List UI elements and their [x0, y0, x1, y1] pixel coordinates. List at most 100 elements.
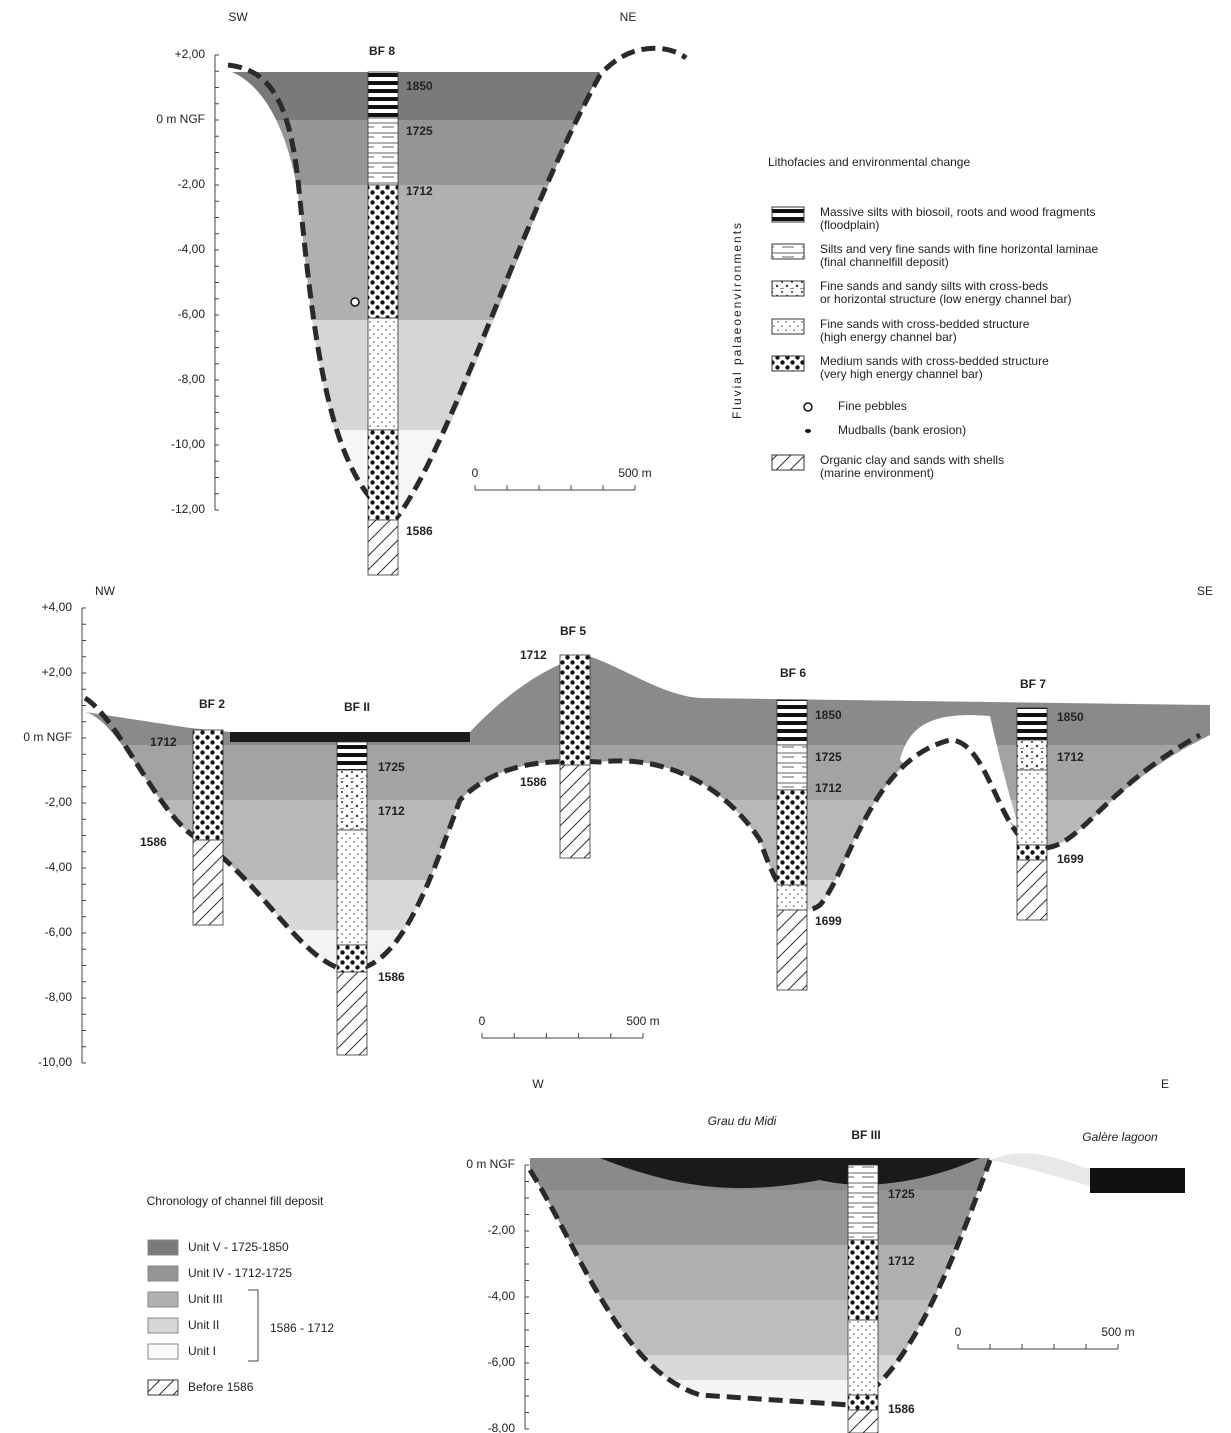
legend-text: Mudballs (bank erosion): [838, 423, 966, 437]
date-label: 1725: [378, 760, 405, 774]
lagoon-deposit: [1090, 1168, 1185, 1193]
borehole-name: BF 7: [1020, 677, 1046, 691]
date-label: 1699: [1057, 852, 1084, 866]
orientation-label: NE: [620, 10, 637, 24]
borehole-segment: [559, 654, 591, 766]
date-label: 1850: [406, 79, 433, 93]
borehole-segment: [847, 1164, 879, 1241]
legend-swatch: [147, 1265, 179, 1282]
date-label: 1586: [378, 970, 405, 984]
borehole-segment: [192, 729, 224, 841]
borehole-segment: [847, 1319, 879, 1396]
deposit-unit: [530, 1355, 990, 1380]
date-label: 1586: [406, 524, 433, 538]
borehole-name: BF III: [851, 1128, 880, 1142]
axis-label: 0 m NGF: [156, 112, 205, 126]
deposit-unit: [232, 185, 600, 320]
legend-swatch: [771, 206, 805, 223]
borehole-segment: [1016, 769, 1048, 846]
legend-bracket: [248, 1289, 259, 1362]
legend-text: (high energy channel bar): [820, 330, 957, 344]
date-label: 1712: [520, 648, 547, 662]
legend-text: (final channelfill deposit): [820, 255, 949, 269]
borehole-segment: [847, 1239, 879, 1321]
borehole-segment: [336, 971, 368, 1056]
axis-label: -6,00: [488, 1355, 516, 1369]
legend-title: Chronology of channel fill deposit: [147, 1194, 324, 1208]
legend-text: Unit II: [188, 1318, 219, 1332]
deposit-unit: [530, 1300, 990, 1355]
borehole-segment: [336, 944, 368, 973]
legend-swatch: [147, 1343, 179, 1360]
legend-text: Fine sands and sandy silts with cross-be…: [820, 279, 1048, 293]
borehole-segment: [1016, 859, 1048, 921]
borehole-segment: [367, 429, 399, 521]
borehole-segment: [1016, 707, 1048, 741]
date-label: 1712: [888, 1254, 915, 1268]
orientation-label: W: [532, 1077, 544, 1091]
axis-label: +2,00: [42, 665, 73, 679]
legend-swatch: [147, 1317, 179, 1334]
date-label: 1586: [888, 1402, 915, 1416]
pebble-marker: [350, 297, 360, 307]
orientation-label: E: [1161, 1077, 1169, 1091]
borehole-segment: [776, 744, 808, 791]
axis-label: -6,00: [178, 307, 206, 321]
date-label: 1725: [406, 124, 433, 138]
channel-base: [83, 695, 1202, 973]
legend-text: Fine sands with cross-bedded structure: [820, 317, 1030, 331]
date-label: 1712: [150, 735, 177, 749]
borehole-name: BF 5: [560, 624, 586, 638]
legend-title: Lithofacies and environmental change: [768, 155, 970, 169]
deposit-unit: [232, 320, 600, 430]
borehole-segment: [192, 839, 224, 926]
date-label: 1712: [378, 804, 405, 818]
axis-label: -8,00: [178, 372, 206, 386]
borehole-segment: [367, 71, 399, 119]
deposit-unit: [530, 1190, 990, 1245]
legend-swatch: [771, 318, 805, 335]
borehole-segment: [367, 317, 399, 431]
borehole-name: BF 8: [369, 44, 395, 58]
borehole-segment: [559, 764, 591, 859]
borehole-segment: [776, 789, 808, 886]
axis-label: -4,00: [45, 860, 73, 874]
legend-text: (floodplain): [820, 218, 879, 232]
legend-text: (marine environment): [820, 466, 934, 480]
legend-text: Fine pebbles: [838, 399, 907, 413]
scale-label: 0: [479, 1014, 486, 1028]
borehole-segment: [336, 829, 368, 946]
date-label: 1725: [888, 1187, 915, 1201]
scale-label: 500 m: [1101, 1325, 1134, 1339]
scale-label: 0: [472, 466, 479, 480]
borehole-name: BF 2: [199, 697, 225, 711]
axis-label: -8,00: [488, 1421, 516, 1433]
legend-swatch: [771, 280, 805, 297]
place-label: Galère lagoon: [1082, 1130, 1158, 1144]
scale-label: 500 m: [618, 466, 651, 480]
axis-label: -2,00: [45, 795, 73, 809]
scale-label: 0: [955, 1325, 962, 1339]
axis-label: 0 m NGF: [466, 1157, 515, 1171]
borehole-segment: [847, 1394, 879, 1411]
legend-group: Fluvial palaeoenvironments: [730, 221, 744, 419]
legend-text: Silts and very fine sands with fine hori…: [820, 242, 1098, 256]
borehole-segment: [1016, 844, 1048, 861]
legend-text: (very high energy channel bar): [820, 367, 983, 381]
borehole-segment: [776, 699, 808, 746]
axis-label: -8,00: [45, 990, 73, 1004]
borehole-segment: [776, 884, 808, 911]
legend-text: Unit I: [188, 1344, 216, 1358]
date-label: 1712: [815, 781, 842, 795]
orientation-label: SE: [1197, 584, 1213, 598]
date-label: 1712: [406, 184, 433, 198]
borehole-name: BF II: [344, 700, 370, 714]
borehole-segment: [776, 909, 808, 991]
legend-swatch: [771, 355, 805, 372]
borehole-segment: [336, 769, 368, 831]
legend-swatch: [147, 1291, 179, 1308]
axis-label: -4,00: [488, 1289, 516, 1303]
axis-label: -2,00: [178, 177, 206, 191]
legend-text: Unit III: [188, 1292, 223, 1306]
